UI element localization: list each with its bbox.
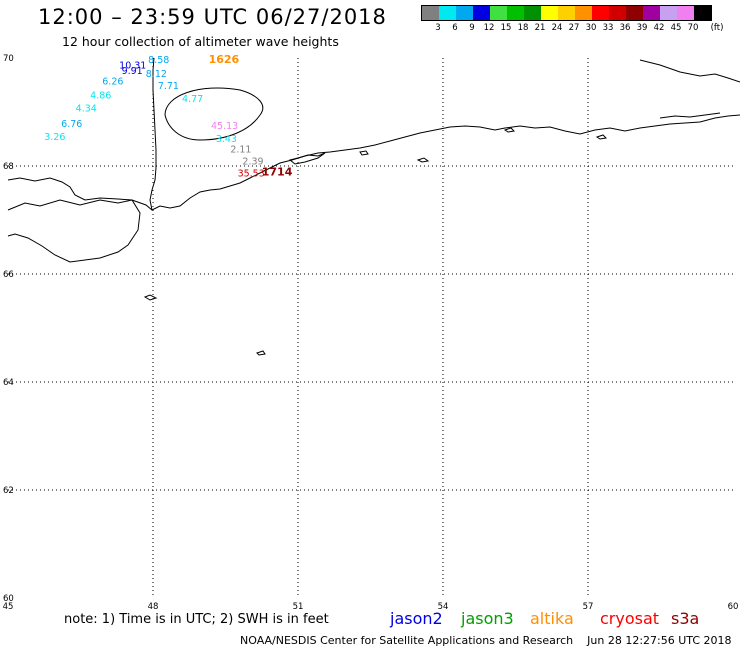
map-grid (8, 58, 733, 598)
wave-height-label: 2.11 (230, 145, 251, 156)
legend-tick-label: 15 (500, 23, 512, 33)
islet-3 (416, 157, 430, 163)
lat-tick-label: 66 (3, 270, 14, 280)
map-title: 12:00 – 23:59 UTC 06/27/2018 (38, 5, 387, 29)
legend-tick-label: 36 (619, 23, 631, 33)
wave-height-label: 6.76 (61, 119, 82, 130)
lon-tick-label: 45 (3, 602, 14, 612)
legend-swatch (677, 6, 694, 20)
satellite-jason3: jason3 (461, 609, 514, 628)
lon-tick-label: 48 (148, 602, 159, 612)
wave-height-label: 4.86 (90, 91, 111, 102)
legend-tick-label: 6 (452, 23, 458, 33)
wave-height-label: 6.26 (102, 77, 123, 88)
wave-height-label: 4.34 (76, 104, 97, 115)
kanin-peninsula-coast (149, 57, 157, 211)
legend-tick-label: 33 (602, 23, 614, 33)
legend-swatch (439, 6, 456, 20)
legend-swatch (643, 6, 660, 20)
pass-time-label: 1626 (209, 53, 240, 66)
legend-tick-label: 21 (534, 23, 546, 33)
wave-height-label: 4.77 (182, 94, 203, 105)
islet-5 (595, 134, 608, 140)
legend-swatch (558, 6, 575, 20)
legend-tick-label: 39 (636, 23, 648, 33)
legend-swatch (694, 6, 711, 20)
map-subtitle: 12 hour collection of altimeter wave hei… (62, 34, 339, 49)
legend-tick-label: 30 (585, 23, 597, 33)
islet-2 (256, 350, 266, 356)
legend-swatch (524, 6, 541, 20)
lat-tick-label: 68 (3, 162, 14, 172)
legend-swatch (626, 6, 643, 20)
legend-tick-label: 70 (687, 23, 699, 33)
legend-tick-label: 45 (670, 23, 682, 33)
legend-swatches (421, 5, 712, 21)
color-legend: (ft) 3 6 9 12 15 18 21 24 27 30 33 36 39 42 45 70 (421, 5, 723, 35)
mainland-coast (7, 199, 141, 263)
satellite-jason2: jason2 (390, 609, 443, 628)
pass-time-label: 1714 (262, 165, 293, 178)
legend-swatch (592, 6, 609, 20)
satellite-cryosat: cryosat (600, 609, 660, 628)
wave-height-label: 8.58 (148, 55, 169, 66)
credit-text: NOAA/NESDIS Center for Satellite Applica… (240, 634, 574, 647)
footer-note: note: 1) Time is in UTC; 2) SWH is in fe… (64, 612, 329, 627)
wave-height-label: 9.91 (122, 66, 143, 77)
wave-height-label: 35.53 (238, 168, 265, 179)
lat-tick-label: 60 (3, 594, 14, 604)
wave-height-label: 10.31 (119, 60, 146, 71)
vaygach-coast (639, 59, 740, 83)
lon-tick-label: 57 (583, 602, 594, 612)
legend-tick-label: 3 (435, 23, 441, 33)
legend-swatch (490, 6, 507, 20)
legend-tick-label: 12 (483, 23, 495, 33)
satellite-s3a: s3a (671, 609, 700, 628)
lat-tick-label: 64 (3, 378, 14, 388)
lon-tick-label: 60 (728, 602, 739, 612)
white-sea-coast (7, 114, 740, 211)
lon-tick-label: 54 (438, 602, 449, 612)
kolguev-island (164, 87, 264, 141)
lon-tick-label: 51 (293, 602, 304, 612)
legend-tick-label: 42 (653, 23, 665, 33)
islet-4 (503, 127, 516, 133)
credit-line: NOAA/NESDIS Center for Satellite Applica… (240, 634, 732, 647)
legend-tick-label: 18 (517, 23, 529, 33)
axis-labels: 45 48 51 54 57 60 70 68 66 64 62 60 (3, 54, 739, 612)
legend-swatch (660, 6, 677, 20)
legend-tick-label: 24 (551, 23, 563, 33)
wave-height-label: 45.13 (211, 121, 238, 132)
satellite-altika: altika (530, 609, 574, 628)
pechora-coast (288, 152, 326, 165)
wave-height-label: 7.71 (158, 81, 179, 92)
lat-tick-label: 62 (3, 486, 14, 496)
wave-height-label: 2.39 (242, 157, 263, 168)
legend-swatch (422, 6, 439, 20)
legend-unit: (ft) (710, 23, 724, 33)
wave-height-label: 3.26 (44, 132, 65, 143)
timestamp: Jun 28 12:27:56 UTC 2018 (587, 634, 732, 647)
legend-labels: (ft) 3 6 9 12 15 18 21 24 27 30 33 36 39 42 45 70 (421, 21, 723, 35)
legend-swatch (473, 6, 490, 20)
lat-tick-label: 70 (3, 54, 14, 64)
legend-swatch (575, 6, 592, 20)
islet-1 (143, 294, 158, 301)
legend-tick-label: 27 (568, 23, 580, 33)
wave-height-label: 8.12 (146, 69, 167, 80)
legend-tick-label: 9 (469, 23, 475, 33)
coastline (7, 57, 740, 356)
legend-swatch (456, 6, 473, 20)
legend-swatch (541, 6, 558, 20)
legend-swatch (507, 6, 524, 20)
observations: 8.58 1626 10.319.91 8.12 6.26 7.71 4.86 4.77 4.3… (44, 53, 292, 179)
northern-coast-east (659, 112, 721, 119)
islet-6 (359, 150, 369, 156)
wave-height-label: 3.43 (216, 134, 237, 145)
legend-swatch (609, 6, 626, 20)
